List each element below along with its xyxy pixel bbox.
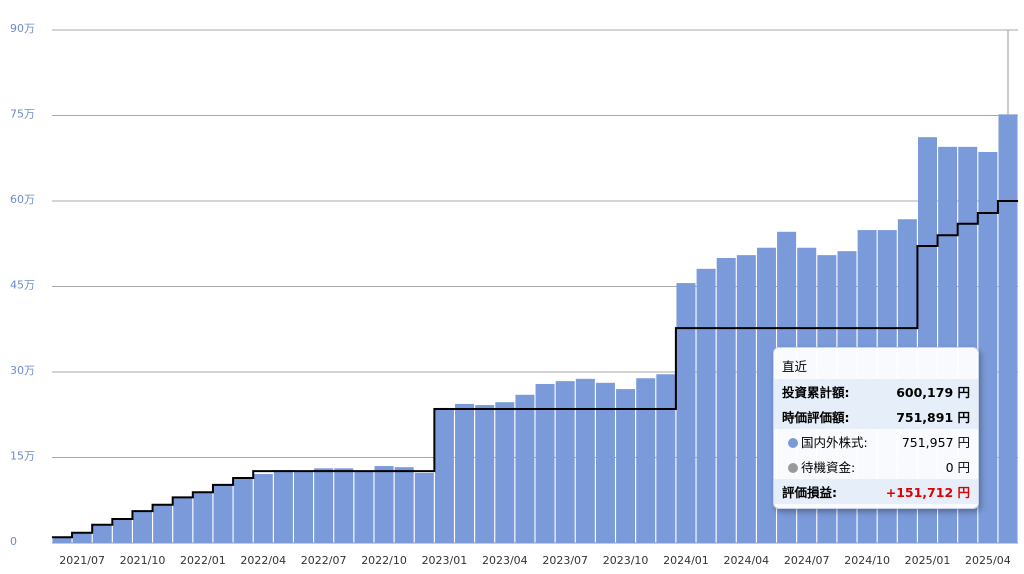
bar [334,468,354,543]
y-tick-label: 60万 [10,193,35,206]
bar [92,524,112,543]
tooltip-row: 待機資金: 0 円 [774,454,978,479]
bar [273,470,293,543]
bar [696,268,716,543]
x-tick-label: 2022/10 [361,554,407,567]
tooltip: 直近 投資累計額: 600,179 円 時価評価額: 751,891 円 国内外株式… [773,347,979,509]
bar [636,378,656,543]
bar [72,532,92,543]
bar [52,537,72,543]
bar [193,492,213,543]
bar [656,374,676,543]
bullet [788,463,798,473]
bar [616,389,636,543]
y-tick-label: 75万 [10,108,35,121]
step-line [51,200,1019,539]
x-tick-label: 2024/01 [663,554,709,567]
bar [495,402,515,543]
bar [253,474,273,543]
x-tick-label: 2023/10 [603,554,649,567]
bar [153,504,173,543]
bar [294,471,314,543]
bar [314,468,334,543]
x-tick-label: 2024/10 [844,554,890,567]
tooltip-label: 投資累計額: [782,385,850,400]
bar [112,519,132,543]
bar [595,382,615,543]
bullet [788,438,798,448]
x-tick-label: 2022/04 [240,554,286,567]
bar [434,407,454,543]
tooltip-value: 751,957 円 [901,435,970,450]
x-tick-label: 2025/01 [905,554,951,567]
tooltip-row: 評価損益: +151,712 円 [774,479,978,504]
bar [475,405,495,543]
tooltip-label: 国内外株式: [801,435,868,450]
y-tick-label: 15万 [10,450,35,463]
bar [716,258,736,543]
bar [676,283,696,543]
tooltip-value: 0 円 [945,460,970,475]
bar [213,484,233,543]
y-tick-label: 30万 [10,364,35,377]
bar [756,247,776,544]
bar [535,383,555,543]
tooltip-row: 国内外株式: 751,957 円 [774,429,978,454]
tooltip-row: 時価評価額: 751,891 円 [774,404,978,429]
bar [133,511,153,543]
x-tick-label: 2022/01 [180,554,226,567]
x-tick-label: 2022/07 [301,554,347,567]
x-tick-label: 2023/07 [542,554,588,567]
bar [354,471,374,543]
bar [575,378,595,543]
bar [394,467,414,543]
x-tick-label: 2023/04 [482,554,528,567]
tooltip-label: 時価評価額: [782,410,850,425]
bar [233,478,253,543]
y-tick-label: 90万 [10,22,35,35]
x-tick-label: 2021/07 [59,554,105,567]
x-tick-label: 2025/04 [965,554,1011,567]
bar [736,255,756,543]
bar [173,496,193,543]
bar [414,472,434,543]
bar [998,114,1018,544]
tooltip-value: 600,179 円 [896,385,970,400]
x-tick-label: 2024/04 [723,554,769,567]
x-tick-label: 2024/07 [784,554,830,567]
tooltip-label: 待機資金: [801,460,856,475]
tooltip-label: 評価損益: [782,485,837,500]
tooltip-row: 投資累計額: 600,179 円 [774,379,978,404]
x-tick-label: 2021/10 [120,554,166,567]
bar [978,151,998,544]
tooltip-title: 直近 [782,359,808,374]
bar [455,403,475,543]
bar [555,381,575,543]
tooltip-value: 751,891 円 [896,410,970,425]
tooltip-value: +151,712 円 [885,485,970,500]
y-tick-label: 45万 [10,279,35,292]
y-tick-label: 0 [10,535,17,548]
bar [374,466,394,543]
x-tick-label: 2023/01 [422,554,468,567]
bar [515,394,535,543]
